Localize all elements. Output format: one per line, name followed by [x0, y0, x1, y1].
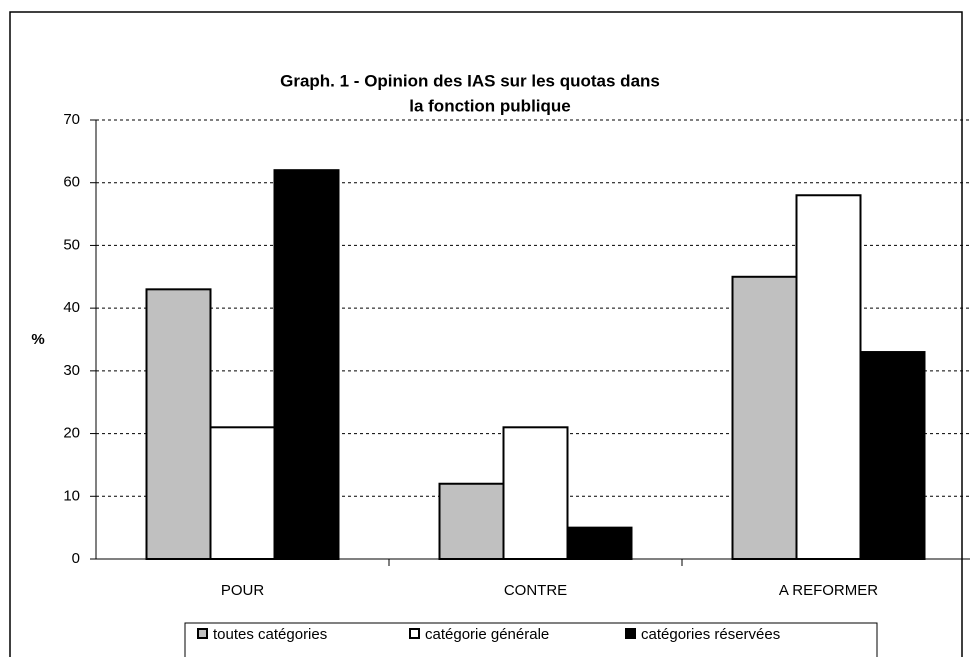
- y-tick-label: 70: [63, 111, 80, 128]
- bar: [859, 351, 926, 560]
- chart-title: Graph. 1 - Opinion des IAS sur les quota…: [280, 71, 660, 90]
- x-tick-label: CONTRE: [504, 582, 567, 599]
- y-tick-label: 40: [63, 299, 80, 316]
- legend-swatch: [625, 628, 636, 639]
- legend-swatch: [197, 628, 208, 639]
- y-tick-label: 50: [63, 236, 80, 253]
- bar: [502, 426, 569, 560]
- x-tick-label: POUR: [221, 582, 265, 599]
- y-axis-label: %: [31, 331, 44, 348]
- y-tick-label: 20: [63, 425, 80, 442]
- bar: [795, 194, 862, 560]
- y-tick-label: 0: [72, 550, 80, 567]
- bar: [566, 526, 633, 561]
- legend-box: [184, 622, 878, 662]
- legend-label: toutes catégories: [213, 626, 327, 643]
- bar: [273, 169, 340, 561]
- x-tick-label: A REFORMER: [779, 582, 878, 599]
- legend-swatch: [409, 628, 420, 639]
- bar: [731, 275, 798, 560]
- legend-label: catégorie générale: [425, 626, 549, 643]
- chart-title: la fonction publique: [409, 96, 570, 115]
- bar: [438, 482, 505, 560]
- bar: [145, 288, 212, 560]
- y-tick-label: 10: [63, 487, 80, 504]
- y-tick-label: 60: [63, 174, 80, 191]
- y-tick-label: 30: [63, 362, 80, 379]
- chart-border: [9, 11, 963, 662]
- legend-label: catégories réservées: [641, 626, 780, 643]
- bar: [209, 426, 276, 560]
